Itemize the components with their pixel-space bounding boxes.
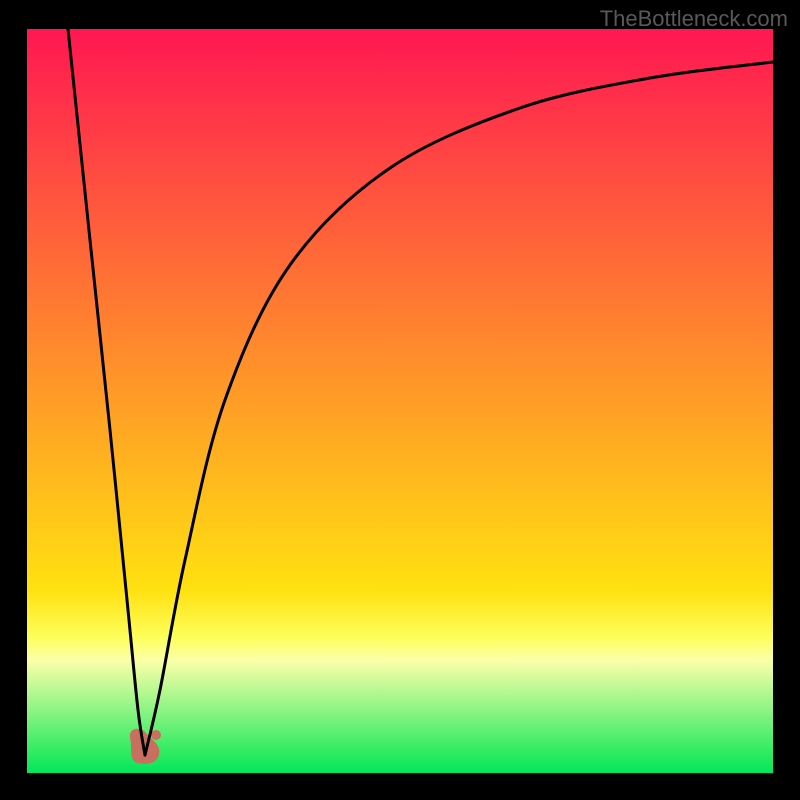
attribution-watermark: TheBottleneck.com — [600, 6, 788, 32]
plot-gradient-background — [27, 29, 773, 773]
